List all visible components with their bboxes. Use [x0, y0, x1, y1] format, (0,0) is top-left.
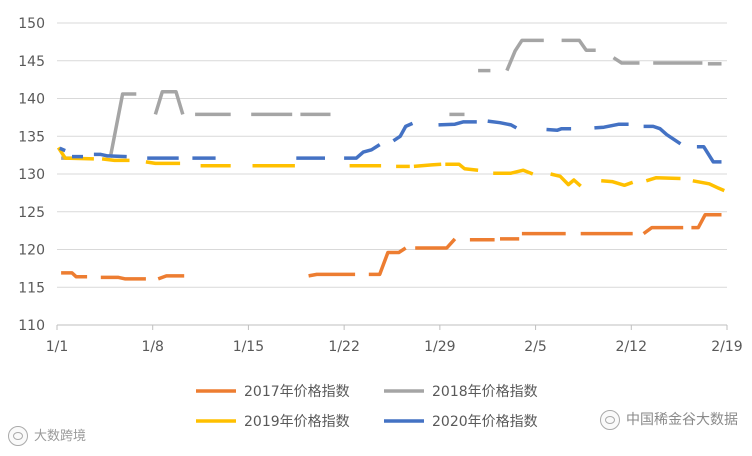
y-tick-label: 130: [18, 167, 45, 183]
x-tick-label: 2/12: [616, 339, 647, 355]
series-line-segment: [487, 119, 518, 130]
series-line-segment: [308, 272, 356, 278]
series-line-segment: [505, 38, 544, 72]
series-line-segment: [101, 157, 130, 163]
series-line-segment: [691, 213, 722, 230]
series-line-segment: [546, 126, 572, 132]
series-4: [59, 119, 722, 164]
series-line-segment: [643, 124, 682, 146]
watermark-logo-icon: [8, 426, 28, 446]
series-line-segment: [392, 121, 414, 143]
series-line-segment: [59, 146, 66, 153]
series-line-segment: [642, 225, 684, 236]
legend-item: 2020年价格指数: [384, 414, 538, 430]
x-tick-label: 1/1: [46, 339, 69, 355]
watermark-right: 中国稀金谷大数据: [600, 409, 738, 430]
y-tick-label: 150: [18, 16, 45, 32]
series-line-segment: [601, 179, 634, 188]
series-line-segment: [108, 92, 137, 158]
series-line-segment: [415, 237, 457, 250]
y-tick-label: 145: [18, 54, 45, 70]
series-line-segment: [157, 274, 185, 281]
watermark-left: 大数跨境: [8, 425, 87, 446]
legend-label: 2017年价格指数: [244, 384, 350, 400]
series-line-segment: [612, 56, 640, 65]
axes: 110 115 120 125 130 135 140 145 150 1/1 1/8 1/15 1/2…: [18, 16, 742, 355]
series-line-segment: [413, 162, 442, 169]
series-2: [61, 38, 722, 160]
y-tick-label: 135: [18, 129, 45, 145]
y-tick-label: 140: [18, 92, 45, 108]
series-line-segment: [550, 172, 582, 188]
x-tick-label: 2/19: [711, 339, 742, 355]
legend-item: 2018年价格指数: [384, 384, 538, 400]
legend-label: 2018年价格指数: [432, 384, 538, 400]
series-line-segment: [692, 179, 725, 193]
series-line-segment: [344, 143, 381, 160]
series-line-segment: [368, 246, 407, 277]
watermark-right-text: 中国稀金谷大数据: [626, 412, 738, 428]
series-line-segment: [61, 271, 88, 279]
y-tick-label: 110: [18, 318, 45, 334]
series-line-segment: [561, 38, 596, 52]
series-line-segment: [145, 160, 181, 166]
y-tick-label: 125: [18, 205, 45, 221]
series-3: [56, 146, 725, 193]
x-tick-label: 1/15: [233, 339, 264, 355]
series-lines: [56, 38, 725, 281]
series-line-segment: [438, 120, 477, 127]
legend-item: 2017年价格指数: [196, 384, 350, 400]
legend-label: 2020年价格指数: [432, 414, 538, 430]
series-line-segment: [100, 275, 146, 281]
y-tick-label: 120: [18, 243, 45, 259]
series-line-segment: [493, 168, 534, 176]
series-line-segment: [153, 89, 185, 115]
x-tick-label: 2/5: [524, 339, 547, 355]
x-tick-label: 1/29: [424, 339, 455, 355]
series-line-segment: [594, 122, 629, 130]
series-line-segment: [56, 146, 94, 161]
x-tick-label: 1/22: [328, 339, 359, 355]
series-1: [61, 213, 722, 281]
series-line-segment: [645, 176, 681, 183]
legend-label: 2019年价格指数: [244, 414, 350, 430]
legend-item: 2019年价格指数: [196, 414, 350, 430]
watermark-left-text: 大数跨境: [34, 428, 87, 444]
grid-lines: [57, 22, 727, 288]
legend: 2017年价格指数 2018年价格指数 2019年价格指数 2020年价格指数: [196, 384, 538, 430]
series-line-segment: [696, 145, 722, 164]
series-line-segment: [93, 152, 127, 159]
y-tick-label: 115: [18, 280, 45, 296]
series-line-segment: [445, 162, 479, 172]
wechat-icon: [600, 410, 620, 430]
x-tick-label: 1/8: [141, 339, 164, 355]
